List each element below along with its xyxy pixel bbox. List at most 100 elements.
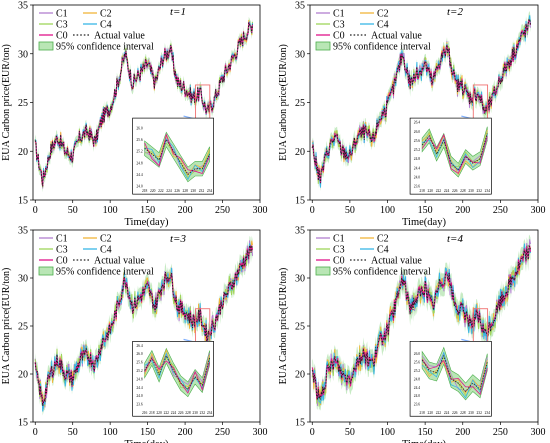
inset-series-actual <box>144 354 210 391</box>
legend-label-c3: C3 <box>56 245 68 256</box>
y-tick-label: 25 <box>295 322 305 333</box>
inset-x-tick-label: 226 <box>174 189 180 193</box>
x-tick-label: 100 <box>380 427 395 438</box>
legend-label-c0: C0 <box>56 31 68 42</box>
inset-y-tick-label: 25.6 <box>414 139 420 143</box>
inset-y-tick-label: 24.4 <box>414 166 420 170</box>
series-line-actual <box>34 244 253 407</box>
inset-y-tick-label: 24.4 <box>136 173 142 177</box>
y-tick-label: 30 <box>18 49 28 60</box>
y-axis-label: EUA Carbon price(EUR/ton) <box>278 268 289 385</box>
chart-panel-4: 15 20 25 30 35 0 50 100 150 200 250 300 Time(day) EUA… <box>278 226 546 443</box>
y-tick-label: 15 <box>295 196 305 207</box>
inset-series-actual <box>144 138 210 176</box>
inset-x-tick-label: 220 <box>156 411 162 415</box>
inset-y-tick-label: 26.4 <box>414 121 420 125</box>
inset-y-tick-label: 23.6 <box>414 403 420 407</box>
legend-swatch-band <box>315 41 331 51</box>
chart-panel-1: 15 20 25 30 35 0 50 100 150 200 250 300 Time(day) EUA… <box>1 1 268 229</box>
inset-x-tick-label: 232 <box>199 189 205 193</box>
x-tick-label: 300 <box>253 427 268 438</box>
legend-label-c2: C2 <box>100 9 112 20</box>
inset-x-tick-label: 218 <box>142 189 148 193</box>
x-axis-label: Time(day) <box>125 439 169 443</box>
inset-series-c4 <box>421 134 488 171</box>
inset-series-actual <box>421 133 488 171</box>
x-axis-label: Time(day) <box>402 439 446 443</box>
inset-x-tick-label: 222 <box>158 189 164 193</box>
inset-y-tick-label: 24.8 <box>136 377 142 381</box>
y-tick-label: 30 <box>295 274 305 285</box>
inset-x-tick-label: 230 <box>192 411 198 415</box>
legend-label-c4: C4 <box>377 245 389 256</box>
panel-label: t=4 <box>447 233 463 245</box>
x-tick-label: 300 <box>531 427 546 438</box>
x-tick-label: 150 <box>418 205 433 216</box>
y-tick-label: 25 <box>18 98 28 109</box>
inset-x-tick-label: 224 <box>444 189 450 193</box>
y-tick-label: 20 <box>18 147 28 158</box>
y-tick-label: 15 <box>295 418 305 429</box>
legend-swatch-band <box>38 266 54 276</box>
inset-y-tick-label: 24.0 <box>414 176 420 180</box>
panel-label: t=2 <box>447 6 463 18</box>
inset-x-tick-label: 222 <box>436 189 442 193</box>
inset-y-tick-label: 25.2 <box>414 369 420 373</box>
x-tick-label: 0 <box>33 427 38 438</box>
inset-y-tick-label: 24.8 <box>414 157 420 161</box>
inset-series-c0 <box>421 358 488 396</box>
y-tick-label: 30 <box>295 49 305 60</box>
chart-panel-3: 15 20 25 30 35 0 50 100 150 200 250 300 Time(day) EUA… <box>1 226 268 443</box>
legend-label-c1: C1 <box>56 234 68 245</box>
inset-x-tick-label: 220 <box>150 189 156 193</box>
x-tick-label: 200 <box>178 205 193 216</box>
inset-x-tick-label: 228 <box>460 189 466 193</box>
legend-label-c2: C2 <box>100 234 112 245</box>
legend-label-actual: Actual value <box>371 256 422 267</box>
x-tick-label: 100 <box>380 205 395 216</box>
inset-y-tick-label: 25.6 <box>136 361 142 365</box>
inset-x-tick-label: 226 <box>178 411 184 415</box>
inset-y-tick-label: 24.0 <box>136 185 142 189</box>
inset-x-tick-label: 220 <box>428 189 434 193</box>
inset-x-tick-label: 232 <box>200 411 206 415</box>
legend-label-c2: C2 <box>377 234 389 245</box>
inset-series-c0 <box>144 133 210 174</box>
inset-x-tick-label: 220 <box>428 411 434 415</box>
y-tick-label: 30 <box>18 274 28 285</box>
legend-label-c1: C1 <box>56 9 68 20</box>
inset-y-tick-label: 23.6 <box>414 185 420 189</box>
series-line-c0 <box>311 245 531 400</box>
inset-x-tick-label: 230 <box>191 189 197 193</box>
legend-label-c3: C3 <box>56 20 68 31</box>
legend-label-c4: C4 <box>100 245 112 256</box>
x-tick-label: 150 <box>418 427 433 438</box>
legend-label-band: 95% confidence interval <box>56 267 154 278</box>
inset-y-tick-label: 24.0 <box>136 394 142 398</box>
y-tick-label: 35 <box>18 226 28 237</box>
inset-y-tick-label: 25.2 <box>136 150 142 154</box>
inset-series-actual <box>421 354 488 393</box>
inset-y-tick-label: 26.0 <box>414 130 420 134</box>
inset-x-tick-label: 218 <box>149 411 155 415</box>
inset-y-tick-label: 24.4 <box>414 386 420 390</box>
legend-label-actual: Actual value <box>94 31 145 42</box>
inset-series-c0 <box>421 133 488 174</box>
inset-x-tick-label: 232 <box>476 411 482 415</box>
y-tick-label: 15 <box>18 418 28 429</box>
x-tick-label: 300 <box>531 205 546 216</box>
inset-x-tick-label: 218 <box>419 189 425 193</box>
legend-label-actual: Actual value <box>94 256 145 267</box>
legend-label-c0: C0 <box>56 256 68 267</box>
x-tick-label: 200 <box>455 427 470 438</box>
x-tick-label: 50 <box>68 205 78 216</box>
inset-x-tick-label: 218 <box>419 411 425 415</box>
inset-x-tick-label: 224 <box>171 411 177 415</box>
x-axis-label: Time(day) <box>402 217 446 228</box>
inset-x-tick-label: 228 <box>185 411 191 415</box>
inset-x-tick-label: 232 <box>476 189 482 193</box>
panel-label: t=3 <box>170 233 186 245</box>
